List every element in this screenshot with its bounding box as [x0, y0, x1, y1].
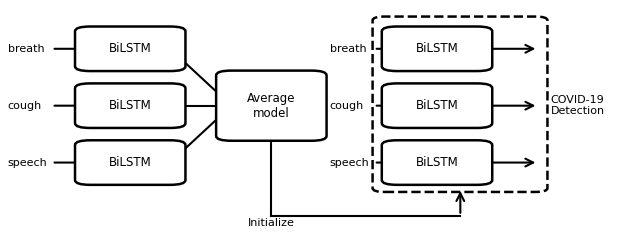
- Text: BiLSTM: BiLSTM: [109, 99, 152, 112]
- FancyBboxPatch shape: [382, 26, 492, 71]
- Text: cough: cough: [330, 101, 364, 111]
- FancyBboxPatch shape: [216, 71, 327, 141]
- FancyBboxPatch shape: [75, 140, 185, 185]
- Text: BiLSTM: BiLSTM: [109, 156, 152, 169]
- Text: breath: breath: [330, 44, 366, 54]
- FancyBboxPatch shape: [75, 83, 185, 128]
- Text: BiLSTM: BiLSTM: [415, 99, 458, 112]
- Text: BiLSTM: BiLSTM: [415, 156, 458, 169]
- Text: breath: breath: [7, 44, 44, 54]
- Text: speech: speech: [330, 158, 370, 168]
- Text: speech: speech: [7, 158, 47, 168]
- Text: Average
model: Average model: [247, 92, 296, 120]
- FancyBboxPatch shape: [382, 83, 492, 128]
- Text: BiLSTM: BiLSTM: [415, 42, 458, 55]
- FancyBboxPatch shape: [382, 140, 492, 185]
- FancyBboxPatch shape: [75, 26, 185, 71]
- Text: cough: cough: [7, 101, 42, 111]
- Text: COVID-19
Detection: COVID-19 Detection: [551, 95, 604, 117]
- Text: BiLSTM: BiLSTM: [109, 42, 152, 55]
- Text: Initialize: Initialize: [248, 218, 294, 228]
